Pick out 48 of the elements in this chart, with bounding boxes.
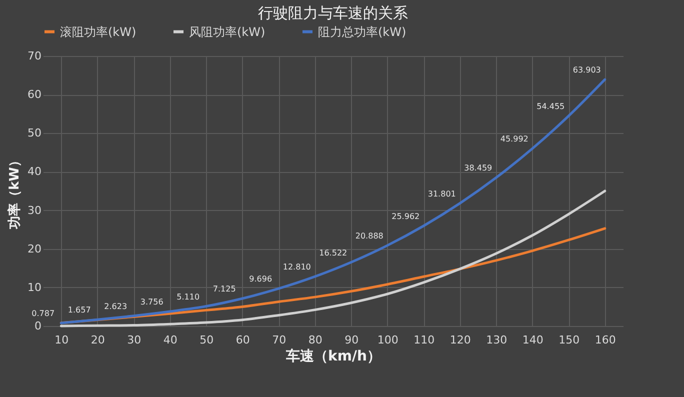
chart-title: 行驶阻力与车速的关系 bbox=[258, 4, 408, 22]
y-tick-label: 40 bbox=[28, 165, 42, 178]
y-tick-label: 0 bbox=[34, 320, 42, 332]
y-tick-label: 20 bbox=[28, 242, 42, 256]
data-label: 2.623 bbox=[104, 302, 128, 311]
data-label: 9.696 bbox=[249, 274, 272, 284]
data-label: 54.455 bbox=[536, 102, 565, 111]
data-label: 16.522 bbox=[319, 248, 348, 258]
x-tick-label: 10 bbox=[54, 334, 69, 346]
x-tick-label: 70 bbox=[272, 334, 286, 346]
data-label: 12.810 bbox=[282, 262, 311, 272]
x-tick-label: 60 bbox=[236, 334, 250, 346]
data-label: 31.801 bbox=[428, 189, 456, 198]
x-tick-label: 40 bbox=[163, 334, 178, 346]
x-axis-title: 车速（km/h） bbox=[285, 348, 381, 364]
legend-label: 阻力总功率(kW) bbox=[318, 24, 406, 39]
line-series bbox=[60, 190, 606, 328]
y-tick-label: 60 bbox=[28, 88, 42, 102]
legend-label: 滚阻功率(kW) bbox=[60, 24, 136, 39]
x-tick-label: 110 bbox=[414, 334, 435, 346]
x-tick-label: 80 bbox=[308, 334, 322, 346]
y-tick-label: 50 bbox=[28, 126, 42, 140]
data-label: 20.888 bbox=[355, 231, 384, 240]
x-tick-label: 160 bbox=[594, 334, 616, 346]
data-label: 45.992 bbox=[500, 134, 528, 144]
data-label: 1.657 bbox=[68, 306, 91, 315]
x-tick-label: 30 bbox=[127, 334, 142, 346]
data-label: 3.756 bbox=[140, 298, 164, 307]
data-label: 0.787 bbox=[32, 308, 55, 318]
x-tick-label: 100 bbox=[377, 334, 398, 346]
legend-label: 风阻功率(kW) bbox=[189, 24, 266, 39]
data-label: 38.459 bbox=[464, 164, 492, 173]
data-label: 5.110 bbox=[176, 292, 200, 302]
data-label: 25.962 bbox=[392, 212, 420, 221]
x-tick-label: 90 bbox=[344, 334, 359, 346]
x-tick-label: 140 bbox=[522, 334, 544, 346]
y-tick-label: 70 bbox=[28, 50, 42, 62]
x-tick-label: 130 bbox=[486, 334, 508, 346]
x-tick-label: 150 bbox=[558, 334, 580, 346]
line-series bbox=[60, 78, 606, 324]
y-tick-label: 30 bbox=[28, 204, 42, 217]
y-axis-title: 功率（kW） bbox=[6, 154, 23, 230]
data-label: 7.125 bbox=[212, 284, 236, 294]
data-label: 63.903 bbox=[572, 66, 601, 75]
y-tick-label: 10 bbox=[28, 280, 42, 294]
x-tick-label: 20 bbox=[90, 334, 105, 346]
x-tick-label: 120 bbox=[450, 334, 471, 346]
x-tick-label: 50 bbox=[200, 334, 214, 346]
